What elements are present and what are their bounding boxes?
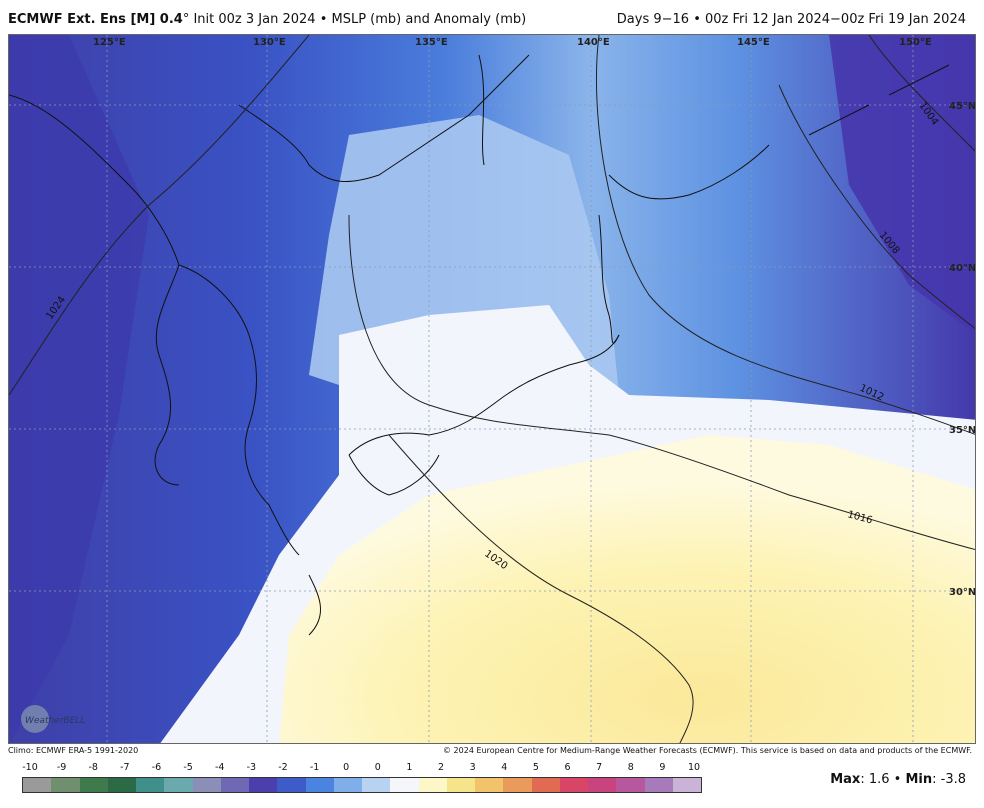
colorbar-tick-label: -2 (278, 762, 288, 773)
lat-label-40: 40°N (949, 263, 976, 274)
map-panel: 1024 1004 1008 1012 1016 1020 125°E 130°… (8, 34, 976, 744)
colorbar-swatch (333, 778, 362, 792)
lat-label-30: 30°N (949, 587, 976, 598)
colorbar-swatch (475, 778, 504, 792)
colorbar-swatch (51, 778, 80, 792)
max-value: : 1.6 (860, 772, 890, 787)
weatherbell-logo: WeatherBELL (21, 705, 85, 733)
anomaly-positive (279, 435, 975, 743)
colorbar-swatch (305, 778, 334, 792)
isobars (9, 35, 975, 743)
colorbar-swatch (362, 778, 391, 792)
colorbar-tick-label: 8 (627, 762, 634, 773)
max-min-stats: Max: 1.6 • Min: -3.8 (830, 772, 966, 787)
colorbar-tick-label: 3 (469, 762, 476, 773)
colorbar: -10 -9 -8 -7 -6 -5 -4 -3 -2 -1 0 0 1 2 3 4 5 6 7 8 9 10 (22, 762, 702, 802)
colorbar-swatch (588, 778, 617, 792)
colorbar-swatch (531, 778, 560, 792)
longitude-labels: 125°E 130°E 135°E 140°E 145°E 150°E (93, 37, 932, 48)
colorbar-tick-label: -6 (151, 762, 162, 773)
colorbar-swatch (559, 778, 588, 792)
colorbar-tick-label: 1 (406, 762, 413, 773)
colorbar-tick-label: 5 (532, 762, 539, 773)
colorbar-tick-label: 10 (687, 762, 701, 773)
colorbar-tick-label: 0 (374, 762, 381, 773)
colorbar-swatch (164, 778, 193, 792)
colorbar-tick-label: -5 (183, 762, 193, 773)
colorbar-tick-label: 4 (501, 762, 508, 773)
colorbar-swatch (23, 778, 52, 792)
colorbar-swatch (249, 778, 278, 792)
lon-label-135: 135°E (415, 37, 448, 48)
climo-note: Climo: ECMWF ERA-5 1991-2020 (8, 746, 139, 755)
colorbar-tick-label: -10 (22, 762, 38, 773)
max-label: Max (830, 772, 861, 787)
min-label: Min (905, 772, 933, 787)
colorbar-swatch (390, 778, 419, 792)
colorbar-tick-label: -7 (120, 762, 130, 773)
colorbar-swatch (192, 778, 221, 792)
graticule (9, 35, 975, 743)
header: ECMWF Ext. Ens [M] 0.4° Init 00z 3 Jan 2… (0, 0, 984, 34)
colorbar-tick-label: -8 (88, 762, 98, 773)
anomaly-deep-northeast (829, 35, 975, 334)
colorbar-tick-label: 7 (596, 762, 603, 773)
model-name: ECMWF Ext. Ens [M] 0.4 (8, 12, 183, 27)
field-name: MSLP (mb) and Anomaly (mb) (331, 12, 527, 27)
colorbar-swatch (418, 778, 447, 792)
colorbar-tick-label: -9 (56, 762, 67, 773)
min-value: : -3.8 (932, 772, 966, 787)
colorbar-tick-label: -4 (214, 762, 225, 773)
colorbar-tick-label: 2 (438, 762, 445, 773)
valid-period: Days 9−16 • 00z Fri 12 Jan 2024−00z Fri … (616, 12, 966, 27)
colorbar-tick-label: 6 (564, 762, 571, 773)
colorbar-swatch (220, 778, 249, 792)
colorbar-strip (22, 777, 702, 793)
lon-label-130: 130°E (253, 37, 286, 48)
anomaly-deep-west (9, 35, 149, 743)
colorbar-swatch (672, 778, 701, 792)
lat-label-45: 45°N (949, 101, 976, 112)
colorbar-swatch (277, 778, 306, 792)
colorbar-swatch (79, 778, 108, 792)
lon-label-140: 140°E (577, 37, 610, 48)
coastlines (9, 54, 950, 636)
colorbar-tick-label: -3 (246, 762, 257, 773)
colorbar-tick-label: 0 (343, 762, 350, 773)
lon-label-150: 150°E (899, 37, 932, 48)
svg-text:WeatherBELL: WeatherBELL (25, 716, 85, 726)
colorbar-swatch (503, 778, 532, 792)
colorbar-swatch (107, 778, 136, 792)
colorbar-labels: -10 -9 -8 -7 -6 -5 -4 -3 -2 -1 0 0 1 2 3 4 5 6 7 8 9 10 (22, 762, 702, 776)
lat-label-35: 35°N (949, 425, 976, 436)
latitude-labels: 45°N 40°N 35°N 30°N (949, 101, 976, 598)
colorbar-swatch (644, 778, 673, 792)
header-title: ECMWF Ext. Ens [M] 0.4° Init 00z 3 Jan 2… (8, 12, 527, 27)
colorbar-tick-label: -1 (309, 762, 320, 773)
init-time: Init 00z 3 Jan 2024 (193, 12, 316, 27)
colorbar-swatch (616, 778, 645, 792)
colorbar-tick-label: 9 (659, 762, 666, 773)
copyright-note: © 2024 European Centre for Medium-Range … (443, 746, 972, 755)
colorbar-swatch (136, 778, 165, 792)
colorbar-swatch (446, 778, 475, 792)
lon-label-145: 145°E (737, 37, 770, 48)
lon-label-125: 125°E (93, 37, 126, 48)
map-svg: 1024 1004 1008 1012 1016 1020 125°E 130°… (9, 35, 976, 743)
